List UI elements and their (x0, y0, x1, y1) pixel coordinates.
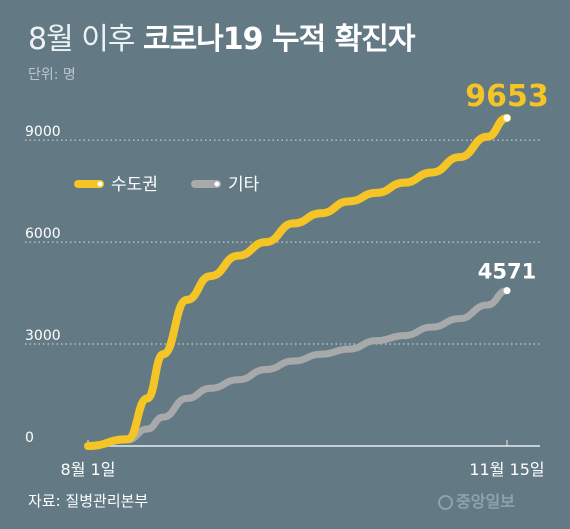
chart-title: 8월 이후 코로나19 누적 확진자 (28, 14, 415, 58)
end-value-label: 9653 (465, 79, 549, 114)
end-value-label: 4571 (478, 260, 536, 284)
publisher-logo: 중앙일보 (438, 488, 515, 512)
logo-mark-icon (438, 495, 453, 510)
legend-label: 수도권 (111, 175, 158, 195)
y-tick-label: 0 (25, 430, 34, 446)
legend-swatch-dot (214, 181, 220, 187)
series-line-capital (84, 113, 511, 450)
source-note: 자료: 질병관리본부 (28, 492, 149, 510)
title-bold: 코로나19 누적 확진자 (142, 22, 415, 57)
x-tick-label: 11월 15일 (469, 460, 544, 479)
series-end-point (503, 287, 511, 295)
end-labels: 9653 4571 (465, 79, 549, 284)
y-tick-label: 6000 (25, 226, 61, 242)
legend-label: 기타 (228, 175, 260, 195)
grid (25, 139, 540, 345)
x-axis: 8월 1일 11월 15일 (61, 440, 545, 479)
legend: 수도권 기타 (74, 175, 260, 195)
series-line-other (84, 287, 511, 450)
y-tick-label: 9000 (25, 124, 61, 140)
legend-swatch-dot (97, 181, 103, 187)
title-light: 8월 이후 (28, 22, 135, 57)
x-tick-label: 8월 1일 (61, 460, 116, 479)
logo-text: 중앙일보 (456, 492, 515, 511)
series-group (84, 113, 511, 450)
series-end-point (503, 114, 511, 122)
unit-label: 단위: 명 (28, 67, 76, 83)
y-tick-label: 3000 (25, 328, 61, 344)
y-axis: 0 3000 6000 9000 (25, 124, 61, 446)
